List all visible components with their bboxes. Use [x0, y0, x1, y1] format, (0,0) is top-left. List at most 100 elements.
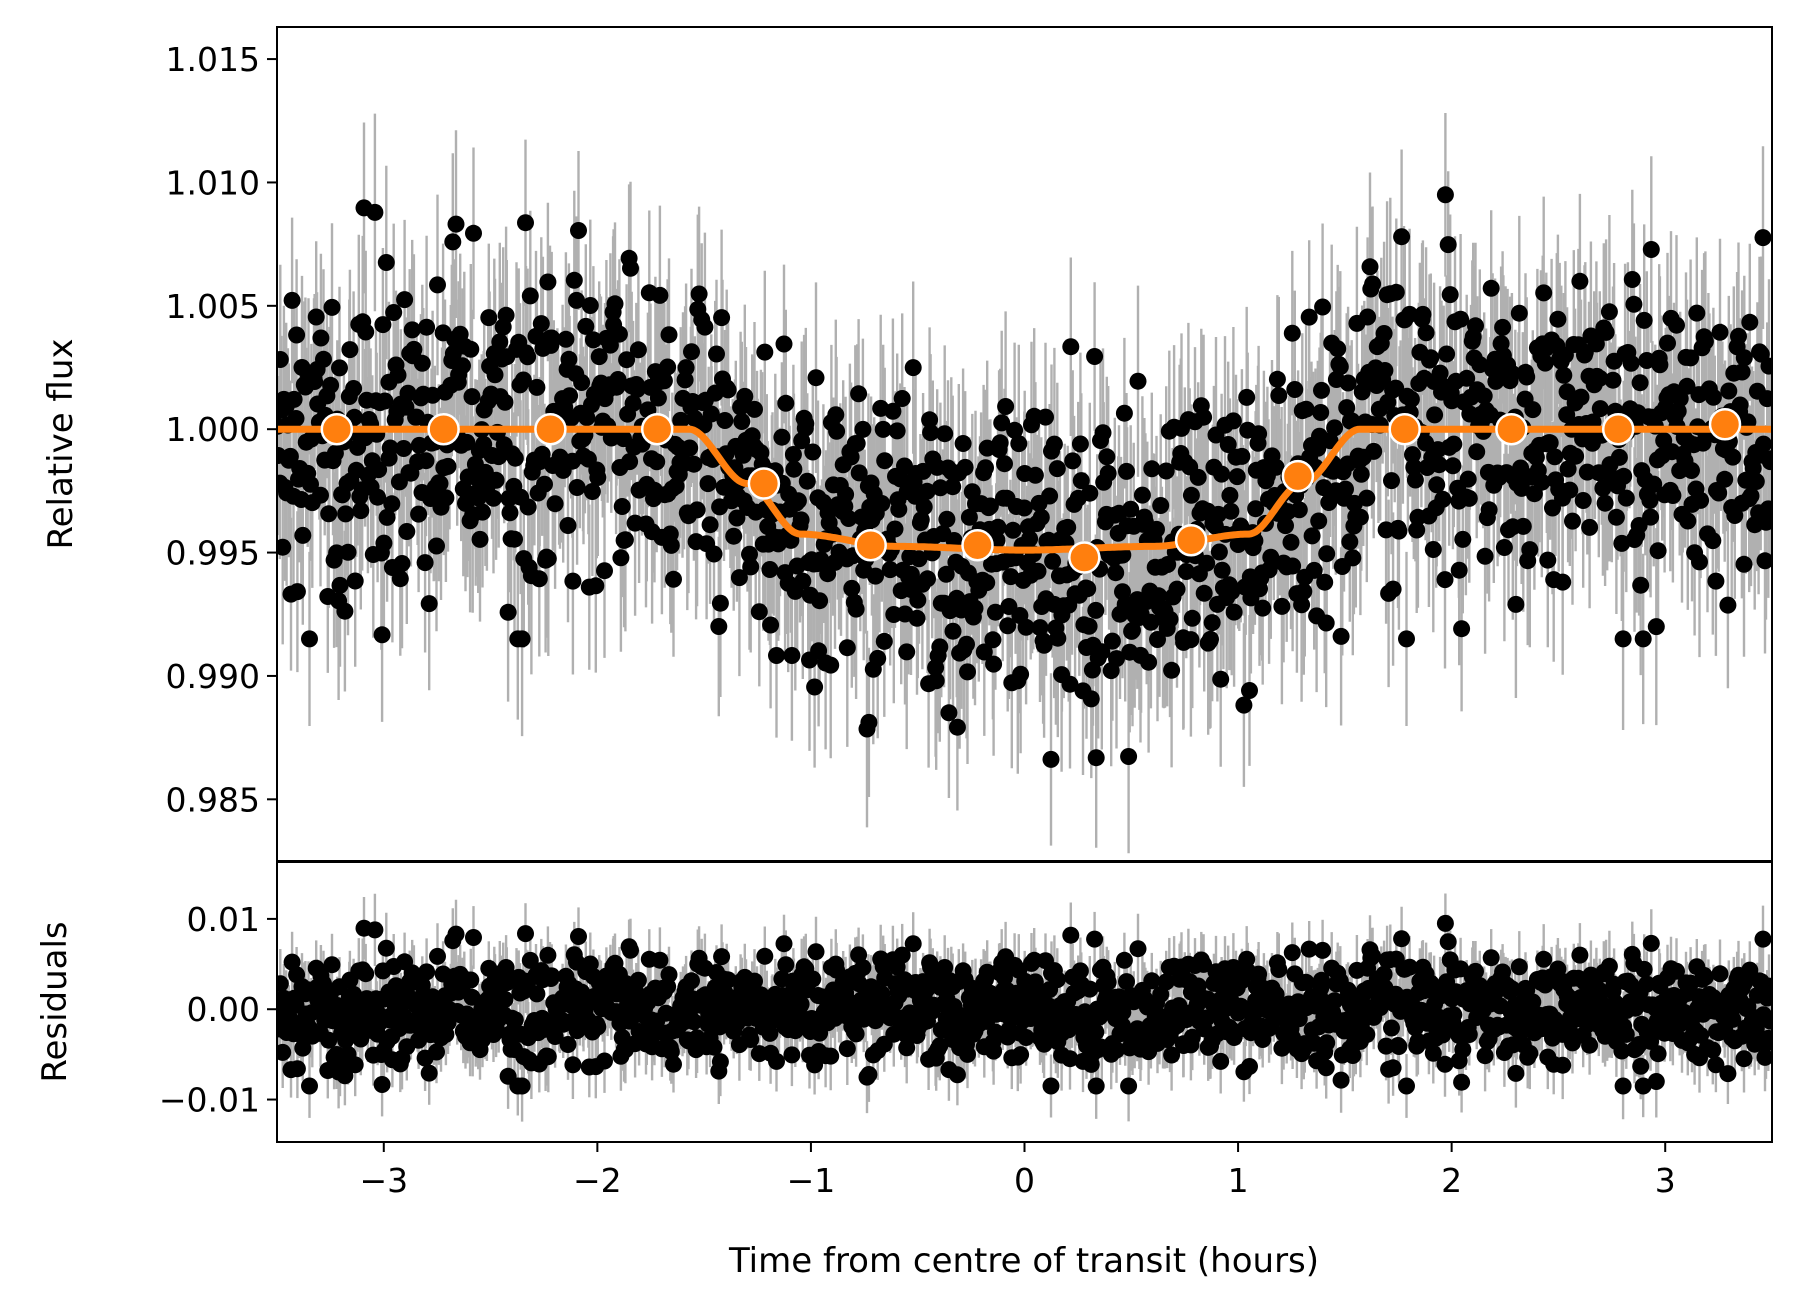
data-point	[921, 411, 939, 429]
data-point	[287, 410, 305, 427]
residual-point	[711, 1053, 729, 1071]
data-point	[1254, 599, 1272, 617]
data-point	[1352, 465, 1370, 483]
data-point	[1062, 338, 1080, 356]
data-point	[1140, 653, 1158, 671]
data-point	[1262, 548, 1280, 566]
data-point	[954, 435, 972, 452]
data-point	[374, 316, 392, 334]
data-point	[1080, 617, 1098, 635]
data-point	[437, 489, 455, 507]
data-point	[587, 577, 605, 595]
data-point	[1365, 442, 1383, 460]
data-point	[797, 415, 815, 433]
data-point	[1659, 334, 1676, 352]
data-point	[1314, 298, 1332, 316]
data-point	[1316, 573, 1334, 591]
residual-point	[373, 1076, 391, 1093]
data-point	[1129, 372, 1147, 390]
data-point	[543, 329, 561, 347]
residual-point	[893, 946, 911, 964]
data-point	[1405, 458, 1423, 476]
binned-point	[961, 528, 994, 562]
data-point	[922, 424, 940, 442]
data-point	[312, 486, 329, 504]
data-point	[389, 366, 407, 384]
data-point	[573, 374, 591, 391]
data-point	[1549, 310, 1567, 328]
data-point	[1107, 564, 1125, 582]
residual-point	[761, 1024, 779, 1042]
data-point	[1072, 472, 1090, 490]
data-point	[1115, 404, 1133, 422]
data-point	[908, 609, 926, 627]
data-point	[302, 475, 319, 493]
data-point	[1098, 448, 1116, 466]
data-point	[977, 459, 994, 477]
data-point	[589, 469, 607, 486]
data-point	[827, 406, 845, 424]
data-point	[728, 509, 746, 527]
data-point	[1026, 466, 1044, 484]
main-y-tick-label: 0.990	[166, 657, 260, 696]
binned-point	[854, 528, 887, 562]
data-point	[1431, 364, 1449, 382]
data-point	[1468, 443, 1486, 461]
data-point	[331, 359, 348, 377]
data-point	[1561, 481, 1579, 499]
data-point	[1641, 492, 1659, 509]
data-point	[672, 411, 690, 429]
data-point	[777, 394, 795, 412]
data-point	[688, 501, 706, 519]
residual-point	[1012, 1046, 1030, 1064]
data-point	[1041, 487, 1059, 505]
data-point	[1143, 460, 1161, 478]
data-point	[1436, 571, 1454, 589]
residual-point	[756, 947, 774, 965]
data-point	[610, 325, 628, 343]
data-point	[1358, 489, 1376, 507]
data-point	[1735, 555, 1753, 573]
data-point	[1387, 283, 1405, 301]
data-point	[1114, 583, 1131, 601]
data-point	[536, 475, 553, 493]
data-point	[1338, 399, 1356, 417]
data-point	[1032, 508, 1050, 526]
data-point	[1031, 619, 1049, 637]
data-point	[1631, 374, 1649, 392]
residual-point	[713, 948, 731, 966]
residual-point	[543, 967, 561, 985]
residual-point	[985, 1042, 1003, 1060]
data-point	[486, 366, 504, 384]
data-point	[792, 511, 810, 529]
data-point	[624, 394, 642, 412]
data-point	[1716, 470, 1734, 488]
data-point	[499, 603, 517, 621]
residual-point	[854, 959, 872, 977]
data-point	[768, 647, 785, 664]
data-point	[708, 345, 725, 363]
residual-point	[777, 956, 795, 974]
data-point	[798, 472, 816, 490]
binned-points	[320, 408, 1742, 574]
data-point	[1467, 317, 1484, 335]
residual-point	[898, 1039, 916, 1057]
binned-point	[1174, 523, 1208, 557]
data-point	[1059, 518, 1077, 536]
residual-point	[539, 1048, 557, 1066]
data-point	[1283, 324, 1301, 342]
data-point	[1120, 748, 1138, 765]
data-point	[378, 508, 396, 526]
data-point	[616, 531, 634, 549]
data-point	[463, 388, 481, 406]
data-point	[312, 329, 330, 347]
data-point	[557, 330, 575, 348]
data-point	[583, 483, 601, 500]
data-point	[1267, 458, 1285, 476]
data-point	[1587, 335, 1605, 353]
data-point	[1591, 369, 1609, 387]
residual-point	[323, 956, 341, 974]
data-point	[336, 602, 354, 620]
data-point	[1760, 357, 1772, 375]
